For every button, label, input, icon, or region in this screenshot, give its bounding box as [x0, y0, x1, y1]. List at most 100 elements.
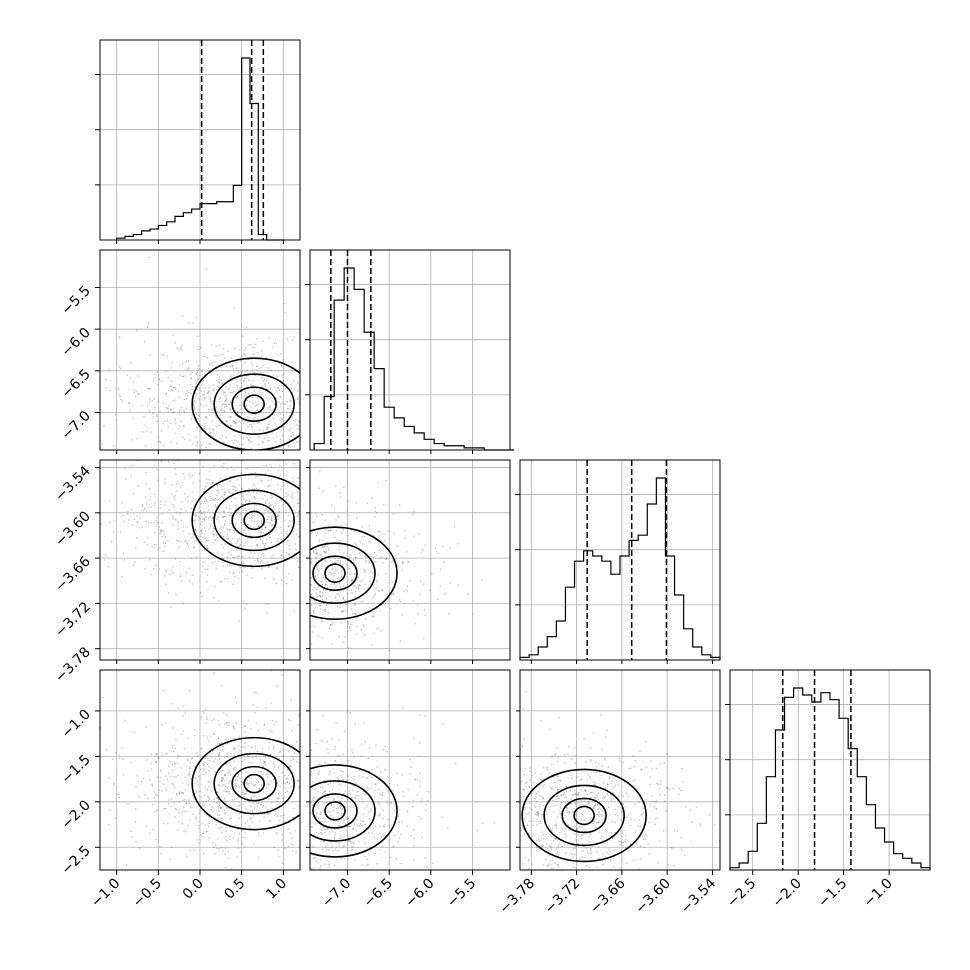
joint-point — [127, 510, 129, 513]
joint-point — [219, 414, 222, 417]
joint-point — [312, 454, 314, 456]
joint-point — [155, 761, 157, 764]
joint-point — [314, 480, 316, 482]
joint-point — [382, 817, 384, 820]
joint-point — [329, 529, 331, 532]
joint-point — [289, 720, 291, 722]
joint-point — [340, 769, 343, 772]
joint-point — [248, 605, 250, 607]
joint-point — [171, 483, 174, 486]
joint-point — [114, 817, 117, 820]
joint-point — [338, 549, 340, 551]
joint-point — [234, 435, 236, 437]
joint-point — [332, 768, 335, 770]
joint-point — [135, 785, 137, 788]
joint-point — [203, 520, 205, 522]
joint-point — [167, 405, 170, 407]
joint-point — [343, 818, 346, 821]
joint-point — [281, 862, 284, 865]
joint-point — [339, 804, 342, 807]
joint-point — [233, 727, 236, 730]
joint-point — [327, 783, 330, 786]
joint-point — [405, 551, 408, 553]
joint-point — [247, 770, 249, 772]
joint-point — [159, 410, 161, 413]
joint-point — [197, 365, 200, 367]
joint-point — [364, 807, 366, 809]
joint-point — [235, 722, 238, 724]
joint-point — [198, 387, 200, 389]
joint-point — [556, 816, 559, 819]
joint-point — [235, 549, 238, 551]
joint-point — [250, 406, 252, 408]
joint-point — [138, 589, 140, 591]
joint-point — [314, 575, 317, 578]
joint-point — [197, 348, 199, 351]
joint-point — [222, 535, 225, 538]
joint-point — [259, 580, 261, 582]
joint-point — [355, 426, 357, 428]
joint-point — [226, 714, 228, 716]
joint-point — [130, 456, 132, 458]
joint-point — [307, 840, 309, 842]
joint-point — [383, 602, 385, 605]
joint-point — [374, 519, 376, 521]
joint-point — [224, 847, 227, 850]
joint-point — [572, 848, 574, 850]
joint-point — [237, 837, 239, 840]
joint-point — [320, 813, 322, 816]
joint-point — [287, 515, 289, 517]
joint-point — [334, 746, 337, 748]
joint-point — [241, 556, 244, 558]
joint-point — [273, 386, 276, 388]
joint-point — [213, 672, 215, 675]
joint-point — [307, 610, 309, 612]
joint-point — [319, 713, 321, 715]
joint-point — [312, 610, 315, 612]
joint-point — [295, 593, 297, 595]
joint-point — [254, 560, 256, 562]
joint-point — [409, 758, 411, 761]
joint-point — [215, 797, 217, 799]
joint-point — [228, 522, 230, 524]
joint-point — [363, 432, 365, 434]
joint-point — [523, 818, 525, 821]
joint-point — [307, 855, 309, 857]
joint-point — [182, 705, 185, 707]
joint-point — [306, 450, 308, 452]
joint-point — [241, 781, 244, 783]
joint-point — [181, 481, 184, 484]
joint-point — [343, 792, 345, 794]
joint-point — [565, 795, 567, 798]
joint-point — [240, 382, 242, 384]
joint-point — [274, 850, 276, 852]
joint-point — [243, 498, 246, 501]
joint-point — [261, 751, 264, 753]
joint-point — [379, 771, 382, 773]
joint-point — [515, 807, 517, 809]
joint-point — [304, 809, 306, 811]
joint-point — [266, 518, 269, 520]
joint-point — [419, 714, 421, 717]
joint-point — [324, 608, 326, 611]
joint-point — [260, 740, 262, 742]
joint-point — [122, 514, 124, 517]
joint-point — [319, 786, 322, 788]
joint-point — [276, 782, 279, 784]
joint-point — [184, 798, 186, 801]
joint-point — [347, 623, 350, 625]
joint-point — [170, 385, 172, 388]
joint-point — [343, 833, 345, 836]
joint-point — [397, 840, 399, 843]
joint-point — [269, 406, 272, 409]
joint-point — [295, 819, 297, 821]
joint-point — [251, 863, 253, 865]
joint-point — [291, 494, 293, 497]
joint-point — [285, 457, 287, 459]
joint-point — [216, 743, 219, 745]
joint-point — [321, 472, 323, 474]
joint-point — [342, 528, 345, 531]
joint-point — [302, 526, 304, 528]
joint-point — [284, 791, 287, 794]
joint-point — [598, 811, 601, 814]
